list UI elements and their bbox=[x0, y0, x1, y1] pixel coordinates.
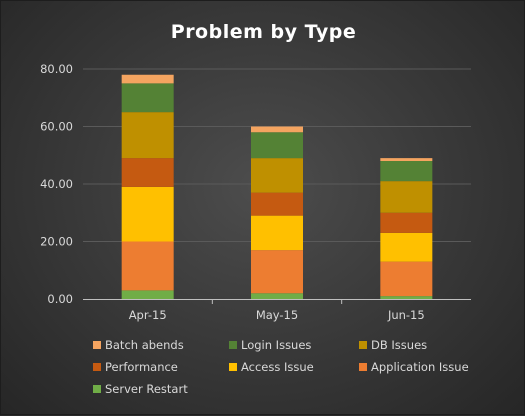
bar-segment-login-issues-jun-15 bbox=[380, 161, 433, 182]
legend-swatch bbox=[93, 341, 101, 349]
axes: 0.00 20.00 40.00 60.00 80.00 Apr-15 May-15 Jun-… bbox=[40, 62, 471, 322]
x-tick-label: May-15 bbox=[256, 308, 298, 322]
bar-segment-application-issue-apr-15 bbox=[121, 241, 174, 291]
bar-segment-performance-may-15 bbox=[251, 192, 303, 216]
bar-segment-batch-abends-jun-15 bbox=[380, 158, 433, 161]
legend-item-db-issues: DB Issues bbox=[359, 338, 427, 352]
bar-segment-batch-abends-may-15 bbox=[251, 126, 303, 133]
y-tick-label: 80.00 bbox=[40, 62, 73, 76]
legend-swatch bbox=[229, 363, 237, 371]
bar-segment-db-issues-jun-15 bbox=[380, 181, 433, 213]
legend-item-performance: Performance bbox=[93, 360, 178, 374]
legend-label: DB Issues bbox=[371, 338, 427, 352]
legend-label: Performance bbox=[105, 360, 178, 374]
bar-segment-access-issue-apr-15 bbox=[121, 186, 174, 242]
y-tick-label: 0.00 bbox=[47, 292, 73, 306]
chart-title: Problem by Type bbox=[170, 21, 357, 43]
legend: Batch abends Login Issues DB Issues Perform… bbox=[93, 338, 469, 396]
legend-item-batch-abends: Batch abends bbox=[93, 338, 184, 352]
legend-swatch bbox=[229, 341, 237, 349]
bar-segment-db-issues-apr-15 bbox=[121, 112, 174, 159]
legend-item-application-issue: Application Issue bbox=[359, 360, 469, 374]
bar-segment-application-issue-jun-15 bbox=[380, 261, 433, 297]
bar-segment-access-issue-jun-15 bbox=[380, 232, 433, 262]
bar-segment-db-issues-may-15 bbox=[251, 158, 303, 193]
legend-item-login-issues: Login Issues bbox=[229, 338, 311, 352]
bar-segment-login-issues-apr-15 bbox=[121, 83, 174, 113]
legend-item-server-restart: Server Restart bbox=[93, 382, 188, 396]
x-tick-label: Apr-15 bbox=[129, 308, 167, 322]
bar-segment-login-issues-may-15 bbox=[251, 132, 303, 159]
bar-segment-server-restart-apr-15 bbox=[121, 290, 174, 299]
bar-segment-access-issue-may-15 bbox=[251, 215, 303, 251]
x-tick-label: Jun-15 bbox=[387, 308, 425, 322]
legend-label: Access Issue bbox=[241, 360, 314, 374]
bar-segment-application-issue-may-15 bbox=[251, 250, 303, 294]
legend-swatch bbox=[93, 385, 101, 393]
bars bbox=[121, 74, 433, 299]
legend-swatch bbox=[359, 363, 367, 371]
bar-segment-server-restart-may-15 bbox=[251, 293, 303, 299]
y-tick-label: 40.00 bbox=[40, 177, 73, 191]
legend-label: Batch abends bbox=[105, 338, 184, 352]
legend-label: Application Issue bbox=[371, 360, 469, 374]
legend-label: Login Issues bbox=[241, 338, 311, 352]
legend-item-access-issue: Access Issue bbox=[229, 360, 314, 374]
legend-label: Server Restart bbox=[105, 382, 188, 396]
y-tick-label: 20.00 bbox=[40, 235, 73, 249]
bar-segment-performance-apr-15 bbox=[121, 158, 174, 187]
legend-swatch bbox=[93, 363, 101, 371]
bar-segment-batch-abends-apr-15 bbox=[121, 74, 174, 84]
bar-segment-server-restart-jun-15 bbox=[380, 296, 433, 299]
y-tick-label: 60.00 bbox=[40, 120, 73, 134]
bar-segment-performance-jun-15 bbox=[380, 212, 433, 233]
legend-swatch bbox=[359, 341, 367, 349]
